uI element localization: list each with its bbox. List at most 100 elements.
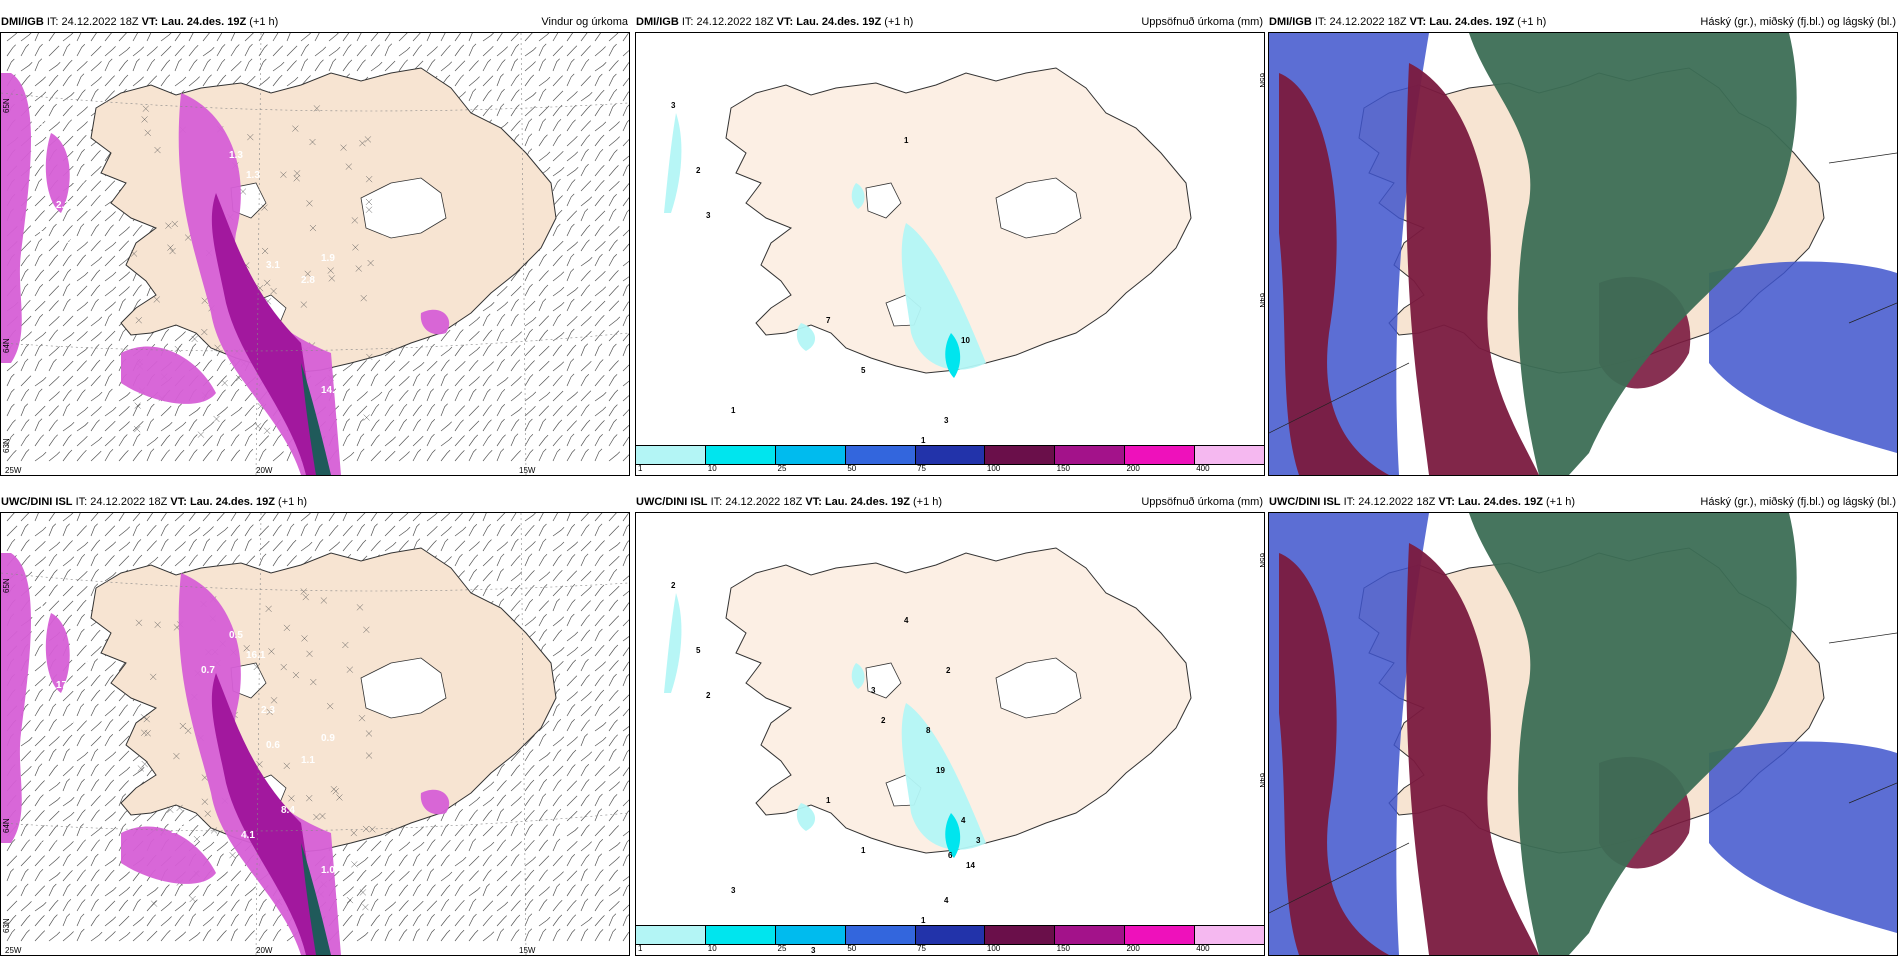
valid-time-label: VT: bbox=[805, 496, 822, 508]
land-iceland bbox=[725, 67, 1192, 374]
colorbar-segment bbox=[704, 926, 775, 944]
accum-value-label: 3 bbox=[871, 686, 876, 695]
valid-time-label: VT: bbox=[141, 16, 159, 28]
precip-value-label: 0.9 bbox=[321, 733, 335, 744]
accum-value-label: 3 bbox=[976, 836, 981, 845]
header-info: DMI/IGB IT: 24.12.2022 18Z VT: Lau. 24.d… bbox=[1, 12, 278, 32]
map-area: 2.5 1.3 3.1 2.8 1.9 14.7 2.5 3.4 2.2 1.3 2.5 65N 64N… bbox=[0, 32, 630, 476]
precip-value-label: 2.5 bbox=[31, 230, 45, 241]
valid-time: Lau. 24.des. 19Z bbox=[1429, 16, 1515, 28]
accum-value-label: 4 bbox=[944, 896, 949, 905]
latitude-label: 64N bbox=[2, 818, 11, 833]
graticule bbox=[1, 513, 629, 955]
colorbar-tick-label: 50 bbox=[847, 464, 857, 473]
header-info: UWC/DINI ISL IT: 24.12.2022 18Z VT: Lau.… bbox=[1269, 492, 1575, 512]
colorbar-tick-label: 75 bbox=[917, 944, 927, 953]
precip-value-label: 8.4 bbox=[281, 805, 295, 816]
land-iceland bbox=[725, 547, 1192, 854]
map-area bbox=[1268, 512, 1898, 956]
accum-value-label: 1 bbox=[826, 796, 831, 805]
colorbar-tick-label: 150 bbox=[1056, 944, 1071, 953]
accum-value-label: 2 bbox=[946, 666, 951, 675]
precip-value-label: 1.9 bbox=[321, 253, 335, 264]
header-info: DMI/IGB IT: 24.12.2022 18Z VT: Lau. 24.d… bbox=[636, 12, 913, 32]
precip-value-label: 14.7 bbox=[321, 385, 341, 396]
init-time-label: IT: bbox=[1314, 16, 1327, 28]
precipitation-field bbox=[1, 553, 450, 955]
longitude-label: 15W bbox=[519, 946, 536, 955]
map-area: 0.7 0.5 0.6 1.1 0.9 1.0 2.5 4.3 17.2 16.1 19.2 10.1… bbox=[0, 512, 630, 956]
valid-time-label: VT: bbox=[1409, 16, 1427, 28]
cloud-cover-field bbox=[1269, 33, 1897, 475]
header-info: UWC/DINI ISL IT: 24.12.2022 18Z VT: Lau.… bbox=[1, 492, 307, 512]
precip-value-label: 0.7 bbox=[31, 600, 45, 611]
lead-time: (+1 h) bbox=[884, 16, 914, 28]
valid-time: Lau. 24.des. 19Z bbox=[824, 496, 910, 508]
panel-header: DMI/IGB IT: 24.12.2022 18Z VT: Lau. 24.d… bbox=[0, 12, 630, 32]
colorbar-segment bbox=[844, 446, 915, 464]
colorbar-tick-label: 200 bbox=[1126, 944, 1140, 953]
map-image: 2.5 1.3 3.1 2.8 1.9 14.7 2.5 3.4 2.2 1.3 2.5 65N 64N… bbox=[1, 33, 629, 475]
colorbar-segment bbox=[1054, 446, 1125, 464]
latitude-label: 65N bbox=[1258, 73, 1264, 88]
precip-value-label: 0.5 bbox=[229, 630, 243, 641]
accum-value-label: 7 bbox=[826, 316, 831, 325]
colorbar-tick-label: 1 bbox=[638, 464, 643, 473]
accum-value-label: 4 bbox=[961, 816, 966, 825]
accum-value-label: 19 bbox=[936, 766, 945, 775]
land-iceland bbox=[90, 547, 557, 854]
model-name: UWC/DINI ISL bbox=[636, 496, 708, 508]
panel-title: Uppsöfnuð úrkoma (mm) bbox=[1141, 16, 1263, 28]
precip-colorbar bbox=[636, 445, 1264, 465]
precip-value-label: 2.8 bbox=[301, 275, 315, 286]
map-panel: DMI/IGB IT: 24.12.2022 18Z VT: Lau. 24.d… bbox=[0, 12, 630, 476]
precip-value-label: 3.4 bbox=[66, 235, 80, 246]
accum-value-label: 2 bbox=[696, 166, 701, 175]
init-time-label: IT: bbox=[681, 16, 694, 28]
colorbar-tick-label: 25 bbox=[777, 464, 787, 473]
accum-value-label: 3 bbox=[944, 416, 949, 425]
colorbar-tick-label: 10 bbox=[707, 944, 717, 953]
map-image: 2542113441232819146312365N64N bbox=[664, 547, 1264, 955]
colorbar-segment bbox=[1194, 926, 1264, 944]
colorbar-tick-label: 100 bbox=[986, 464, 1001, 473]
map-panel: DMI/IGB IT: 24.12.2022 18Z VT: Lau. 24.d… bbox=[635, 12, 1265, 476]
map-area: 3 2 1 3 7 5 1 10 3 1 65N 64N 1 10 25 50 75 100 150 200 400 bbox=[635, 32, 1265, 476]
latitude-label: 65N bbox=[2, 578, 11, 593]
panel-title: Háský (gr.), miðský (fj.bl.) og lágský (… bbox=[1700, 496, 1896, 508]
longitude-label: 15W bbox=[519, 466, 536, 475]
colorbar-labels: 1 10 25 50 75 100 150 200 400 bbox=[636, 464, 1264, 475]
model-name: DMI/IGB bbox=[1269, 16, 1312, 28]
init-time-label: IT: bbox=[46, 16, 59, 28]
colorbar-segment bbox=[984, 446, 1055, 464]
latitude-label: 63N bbox=[2, 438, 11, 453]
map-panel: UWC/DINI ISL IT: 24.12.2022 18Z VT: Lau.… bbox=[1268, 492, 1898, 956]
longitude-label: 20W bbox=[256, 946, 273, 955]
accum-value-label: 1 bbox=[731, 406, 736, 415]
colorbar-tick-label: 50 bbox=[847, 944, 857, 953]
map-panel: DMI/IGB IT: 24.12.2022 18Z VT: Lau. 24.d… bbox=[1268, 12, 1898, 476]
colorbar-segment bbox=[704, 446, 775, 464]
colorbar-segment bbox=[774, 926, 845, 944]
accum-value-label: 10 bbox=[961, 336, 970, 345]
precip-colorbar bbox=[636, 925, 1264, 945]
latitude-label: 63N bbox=[2, 918, 11, 933]
lead-time: (+1 h) bbox=[1517, 16, 1547, 28]
map-image: 0.7 0.5 0.6 1.1 0.9 1.0 2.5 4.3 17.2 16.1 19.2 10.1… bbox=[1, 513, 629, 955]
colorbar-labels: 1 10 25 50 75 100 150 200 400 bbox=[636, 944, 1264, 955]
precip-value-label: 19.2 bbox=[71, 655, 91, 666]
colorbar-segment bbox=[636, 926, 705, 944]
valid-time-label: VT: bbox=[170, 496, 187, 508]
precip-value-label: 1.3 bbox=[229, 150, 243, 161]
accum-value-label: 1 bbox=[904, 136, 909, 145]
precip-value-label: 0.6 bbox=[266, 740, 280, 751]
init-time: 24.12.2022 18Z bbox=[1358, 496, 1436, 508]
init-time-label: IT: bbox=[75, 496, 88, 508]
accum-value-label: 3 bbox=[706, 211, 711, 220]
accum-value-label: 6 bbox=[948, 851, 953, 860]
colorbar-tick-label: 75 bbox=[917, 464, 927, 473]
precip-value-label: 1.8 bbox=[171, 825, 185, 836]
valid-time: Lau. 24.des. 19Z bbox=[189, 496, 275, 508]
model-name: DMI/IGB bbox=[636, 16, 679, 28]
latitude-label: 65N bbox=[2, 98, 11, 113]
